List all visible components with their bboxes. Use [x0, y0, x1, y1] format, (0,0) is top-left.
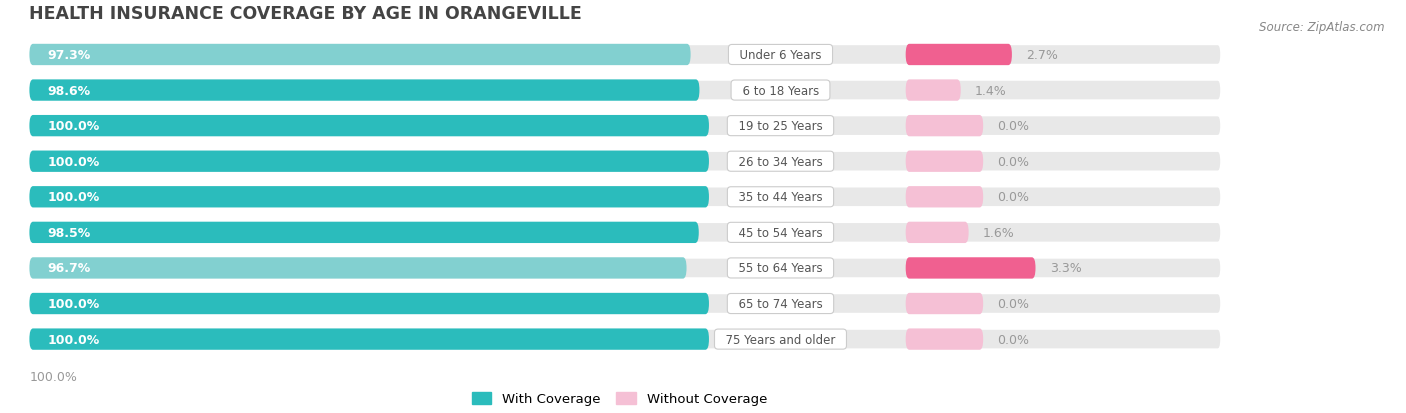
Text: 0.0%: 0.0%	[997, 333, 1029, 346]
FancyBboxPatch shape	[905, 116, 983, 137]
FancyBboxPatch shape	[30, 45, 690, 66]
Text: 65 to 74 Years: 65 to 74 Years	[731, 297, 830, 310]
Text: 45 to 54 Years: 45 to 54 Years	[731, 226, 830, 239]
FancyBboxPatch shape	[905, 293, 983, 314]
Text: 0.0%: 0.0%	[997, 191, 1029, 204]
Text: 98.5%: 98.5%	[48, 226, 90, 239]
Text: 6 to 18 Years: 6 to 18 Years	[734, 84, 827, 97]
FancyBboxPatch shape	[905, 45, 1012, 66]
Text: 35 to 44 Years: 35 to 44 Years	[731, 191, 830, 204]
FancyBboxPatch shape	[30, 80, 699, 102]
FancyBboxPatch shape	[30, 329, 1222, 350]
FancyBboxPatch shape	[30, 258, 1222, 279]
FancyBboxPatch shape	[30, 329, 709, 350]
FancyBboxPatch shape	[30, 187, 1222, 208]
Text: 96.7%: 96.7%	[48, 262, 90, 275]
FancyBboxPatch shape	[30, 116, 1222, 137]
Text: 55 to 64 Years: 55 to 64 Years	[731, 262, 830, 275]
FancyBboxPatch shape	[905, 151, 983, 173]
Text: 98.6%: 98.6%	[48, 84, 90, 97]
Text: 26 to 34 Years: 26 to 34 Years	[731, 155, 830, 169]
Text: 0.0%: 0.0%	[997, 297, 1029, 310]
FancyBboxPatch shape	[30, 293, 1222, 314]
Text: 97.3%: 97.3%	[48, 49, 90, 62]
Text: 100.0%: 100.0%	[48, 297, 100, 310]
Text: 2.7%: 2.7%	[1026, 49, 1059, 62]
FancyBboxPatch shape	[30, 45, 1222, 66]
FancyBboxPatch shape	[30, 151, 1222, 173]
Text: 100.0%: 100.0%	[48, 120, 100, 133]
FancyBboxPatch shape	[905, 258, 1035, 279]
Text: 0.0%: 0.0%	[997, 155, 1029, 169]
FancyBboxPatch shape	[30, 187, 709, 208]
Text: 100.0%: 100.0%	[48, 333, 100, 346]
FancyBboxPatch shape	[30, 116, 709, 137]
Text: 100.0%: 100.0%	[48, 191, 100, 204]
FancyBboxPatch shape	[30, 293, 709, 314]
Text: 1.6%: 1.6%	[983, 226, 1015, 239]
Text: 100.0%: 100.0%	[48, 155, 100, 169]
Text: Under 6 Years: Under 6 Years	[733, 49, 830, 62]
FancyBboxPatch shape	[30, 258, 686, 279]
FancyBboxPatch shape	[30, 222, 1222, 243]
Text: 75 Years and older: 75 Years and older	[718, 333, 844, 346]
Text: HEALTH INSURANCE COVERAGE BY AGE IN ORANGEVILLE: HEALTH INSURANCE COVERAGE BY AGE IN ORAN…	[30, 5, 582, 23]
FancyBboxPatch shape	[905, 329, 983, 350]
FancyBboxPatch shape	[30, 222, 699, 243]
Text: 19 to 25 Years: 19 to 25 Years	[731, 120, 830, 133]
Text: 0.0%: 0.0%	[997, 120, 1029, 133]
Legend: With Coverage, Without Coverage: With Coverage, Without Coverage	[467, 387, 772, 411]
FancyBboxPatch shape	[30, 80, 1222, 102]
FancyBboxPatch shape	[905, 222, 969, 243]
Text: 3.3%: 3.3%	[1050, 262, 1081, 275]
FancyBboxPatch shape	[30, 151, 709, 173]
FancyBboxPatch shape	[905, 187, 983, 208]
Text: 100.0%: 100.0%	[30, 370, 77, 383]
Text: Source: ZipAtlas.com: Source: ZipAtlas.com	[1260, 21, 1385, 33]
Text: 1.4%: 1.4%	[976, 84, 1007, 97]
FancyBboxPatch shape	[905, 80, 960, 102]
